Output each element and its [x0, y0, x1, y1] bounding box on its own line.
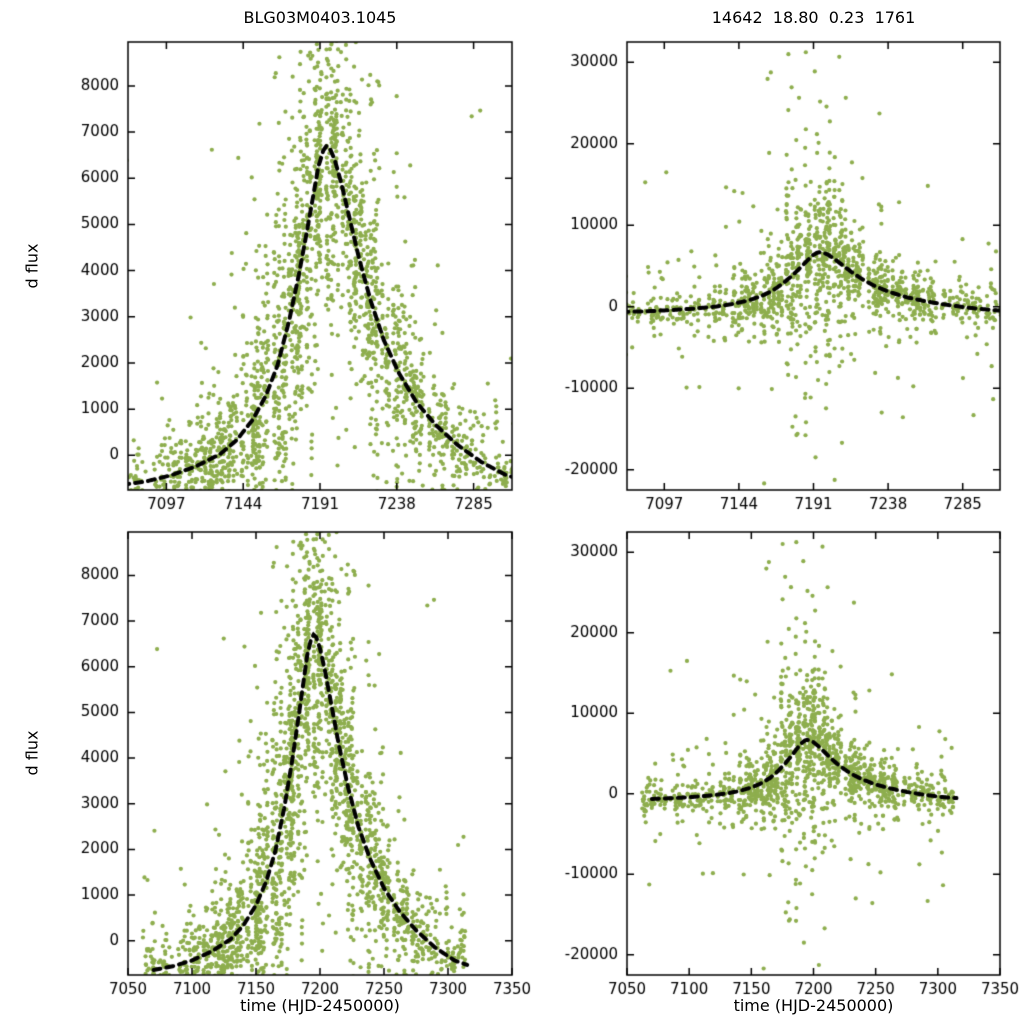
panel-title-right: 14642 18.80 0.23 1761 — [711, 8, 916, 27]
x-axis-label-right: time (HJD-2450000) — [733, 996, 894, 1015]
panel-title-left: BLG03M0403.1045 — [243, 8, 397, 27]
x-axis-label-left: time (HJD-2450000) — [240, 996, 400, 1015]
y-axis-label-top: d flux — [22, 243, 42, 289]
y-axis-label-bottom: d flux — [22, 730, 42, 776]
